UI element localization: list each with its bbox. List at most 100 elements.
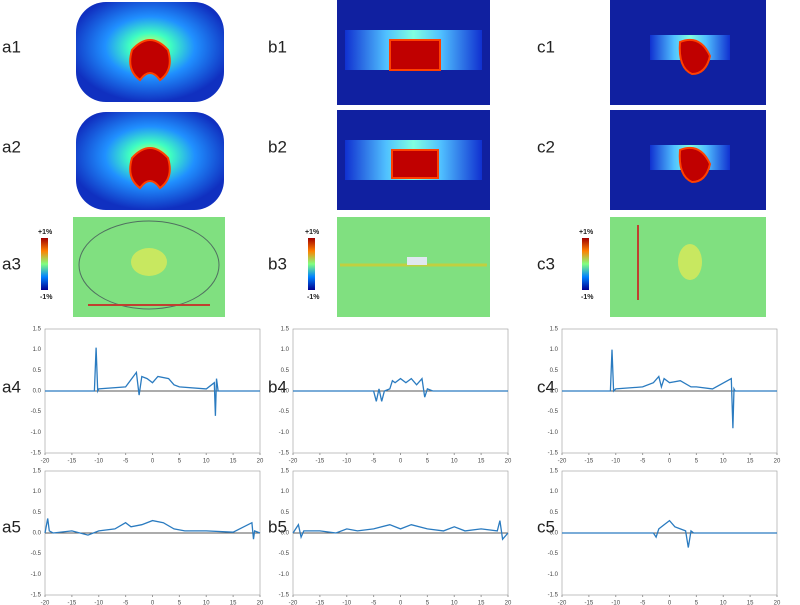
y-tick-label: 1.5 [33,327,42,333]
x-tick-label: 20 [774,601,781,605]
x-tick-label: 0 [151,459,155,465]
panel-label: a4 [2,377,21,396]
x-tick-label: 0 [399,601,403,605]
x-tick-label: 10 [203,459,210,465]
y-tick-label: 1.5 [281,469,290,475]
y-tick-label: -0.5 [548,409,559,415]
colorbar-max: +1% [579,229,594,236]
x-tick-label: -20 [289,601,298,605]
x-tick-label: 20 [505,601,512,605]
y-tick-label: 0.0 [33,531,42,537]
x-tick-label: -15 [585,601,594,605]
y-tick-label: 1.5 [281,327,290,333]
x-tick-label: -20 [41,459,50,465]
y-tick-label: -1.0 [548,430,559,436]
colorbar-min: -1% [40,294,53,301]
panel-label: b1 [268,37,287,56]
x-tick-label: -5 [371,459,377,465]
y-tick-label: 0.0 [550,531,559,537]
x-tick-label: -15 [316,459,325,465]
panel-label: a3 [2,254,21,273]
x-tick-label: -20 [558,601,567,605]
y-tick-label: 0.5 [550,510,559,516]
x-tick-label: 15 [230,601,237,605]
x-tick-label: -15 [68,459,77,465]
x-tick-label: -5 [371,601,377,605]
colorbar-min: -1% [581,294,594,301]
y-tick-label: -1.5 [548,593,559,599]
panel-label: c1 [537,37,555,56]
x-tick-label: 5 [426,601,430,605]
y-tick-label: -0.5 [31,551,42,557]
y-tick-label: -1.0 [31,572,42,578]
panel-label: b3 [268,254,287,273]
y-tick-label: -1.5 [31,593,42,599]
x-tick-label: 15 [230,459,237,465]
x-tick-label: -10 [611,459,620,465]
x-tick-label: 0 [668,601,672,605]
x-tick-label: 0 [399,459,403,465]
data-line [44,518,261,540]
y-tick-label: -1.5 [548,451,559,457]
x-tick-label: -20 [558,459,567,465]
colorbar-min: -1% [307,294,320,301]
x-tick-label: 10 [451,459,458,465]
y-tick-label: -0.5 [279,409,290,415]
x-tick-label: -15 [585,459,594,465]
y-tick-label: 0.5 [281,510,290,516]
panel-label: a1 [2,37,21,56]
panel-label: c3 [537,254,555,273]
panel-label: a2 [2,137,21,156]
x-tick-label: -20 [41,601,50,605]
y-tick-label: -0.5 [548,551,559,557]
y-tick-label: -1.0 [279,572,290,578]
y-tick-label: 0.5 [33,368,42,374]
y-tick-label: 1.5 [550,327,559,333]
x-tick-label: 10 [720,459,727,465]
panel-label: c4 [537,377,555,396]
y-tick-label: 0.0 [33,389,42,395]
y-tick-label: 0.5 [550,368,559,374]
y-tick-label: 0.0 [550,389,559,395]
x-tick-label: 10 [720,601,727,605]
y-tick-label: 1.0 [33,347,42,353]
x-tick-label: 5 [426,459,430,465]
data-line [293,377,508,402]
x-tick-label: -5 [640,459,646,465]
x-tick-label: 5 [178,459,182,465]
x-tick-label: 20 [505,459,512,465]
x-tick-label: 5 [695,601,699,605]
y-tick-label: 0.0 [281,531,290,537]
x-tick-label: -15 [316,601,325,605]
x-tick-label: 15 [478,601,485,605]
images [41,0,766,317]
y-tick-label: 1.0 [33,489,42,495]
y-tick-label: 0.5 [281,368,290,374]
y-tick-label: -1.5 [31,451,42,457]
y-tick-label: 1.0 [281,347,290,353]
y-tick-label: -0.5 [279,551,290,557]
x-tick-label: -10 [342,601,351,605]
x-tick-label: -10 [342,459,351,465]
y-tick-label: 1.0 [550,489,559,495]
y-tick-label: -0.5 [31,409,42,415]
y-tick-label: 0.0 [281,389,290,395]
x-tick-label: 5 [178,601,182,605]
x-tick-label: -5 [640,601,646,605]
x-tick-label: -15 [68,601,77,605]
x-tick-label: 10 [451,601,458,605]
y-tick-label: -1.5 [279,451,290,457]
y-tick-label: -1.0 [279,430,290,436]
panel-label: a5 [2,517,21,536]
x-tick-label: 5 [695,459,699,465]
colorbar-max: +1% [305,229,320,236]
colorbar-max: +1% [38,229,53,236]
x-tick-label: -20 [289,459,298,465]
data-line [45,347,260,416]
y-tick-label: -1.0 [548,572,559,578]
data-line [562,519,777,548]
y-tick-label: -1.5 [279,593,290,599]
y-tick-label: -1.0 [31,430,42,436]
y-tick-label: 1.0 [550,347,559,353]
